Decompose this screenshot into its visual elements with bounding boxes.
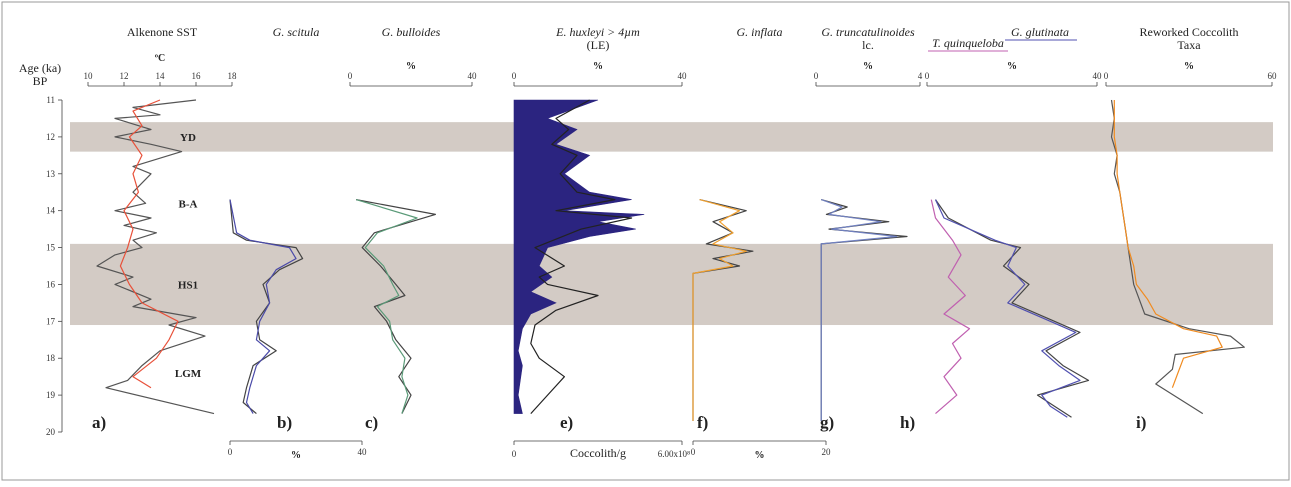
age-tick-label: 19 — [46, 390, 56, 400]
age-tick-label: 12 — [46, 132, 55, 142]
panel-g-tick-label: 4 — [918, 71, 923, 81]
age-tick-label: 11 — [46, 95, 55, 105]
panel-f-unit: % — [755, 450, 765, 461]
panel-c-tick-label: 0 — [348, 71, 353, 81]
panel-c-label: c) — [365, 413, 378, 432]
age-tick-label: 18 — [46, 353, 56, 363]
panel-i-title-line2: Taxa — [1177, 38, 1201, 52]
panel-f-series-1-line — [692, 199, 747, 421]
panel-b-title: G. scitula — [273, 25, 320, 39]
panel-e: E. huxleyi > 4µm(LE) 0 40% 0 6.00x10⁸ Coccoli… — [512, 25, 690, 460]
panel-f-label: f) — [697, 413, 708, 432]
panel-b: G. scitula 0 40% b) — [228, 25, 367, 461]
bands-layer: YD HS1 B-A LGM — [70, 122, 1273, 380]
age-axis-label-line2: BP — [33, 74, 48, 88]
panel-h-series-1-line — [930, 199, 971, 415]
panel-c-series-1-line — [355, 199, 418, 414]
panel-g-series-1-line — [820, 199, 898, 421]
panel-h-tick-label: 40 — [1093, 71, 1103, 81]
band-yd — [70, 122, 1273, 152]
panel-g-title-line2: lc. — [862, 38, 874, 52]
panel-h: G. glutinata T. quinqueloba 0 40% h) — [900, 25, 1102, 432]
panel-a-tick-label: 10 — [84, 71, 94, 81]
panel-h-label: h) — [900, 413, 915, 432]
band-label-yd: YD — [180, 132, 196, 144]
period-label-lgm: LGM — [175, 368, 202, 380]
panel-b-label: b) — [277, 413, 292, 432]
panel-e-bottom-tick-label: 0 — [512, 449, 517, 459]
panel-i-series-1-line — [1113, 100, 1223, 388]
panel-e-unit: % — [593, 61, 603, 72]
panel-e-tick-label: 40 — [678, 71, 688, 81]
panel-i-tick-label: 60 — [1268, 71, 1278, 81]
panel-e-series-1-line — [530, 99, 633, 415]
panel-a-unit: ºC — [155, 53, 166, 64]
panel-g-tick-label: 0 — [814, 71, 819, 81]
panel-a-series-0-line — [96, 99, 215, 415]
age-tick-label: 14 — [46, 206, 56, 216]
age-tick-label: 17 — [46, 316, 56, 326]
age-axis-label-line1: Age (ka) — [19, 61, 61, 75]
panel-g-unit: % — [863, 61, 873, 72]
panel-a: Alkenone SST 10 12 14 16 18 ºC a) — [84, 25, 238, 432]
panel-e-bottom-tick-label: 6.00x10⁸ — [658, 449, 690, 459]
panel-c-title: G. bulloides — [382, 25, 441, 39]
panel-h-title2: T. quinqueloba — [932, 36, 1004, 50]
panel-i-title: Reworked Coccolith — [1140, 25, 1239, 39]
panel-f: G. inflata 0 20% f) — [691, 25, 831, 461]
panel-i-unit: % — [1184, 61, 1194, 72]
panel-a-tick-label: 18 — [228, 71, 238, 81]
panel-b-tick-label: 0 — [228, 447, 233, 457]
panel-b-series-1-line — [229, 199, 297, 414]
panel-f-title: G. inflata — [736, 25, 782, 39]
panel-g-label: g) — [820, 413, 834, 432]
panel-b-unit: % — [291, 450, 301, 461]
age-tick-label: 15 — [46, 243, 56, 253]
panel-c-tick-label: 40 — [468, 71, 478, 81]
panel-h-series-2-line — [934, 199, 1081, 418]
panel-a-tick-label: 16 — [192, 71, 202, 81]
age-tick-label: 20 — [46, 427, 56, 437]
age-axis: Age (ka) BP 11 12 13 14 15 16 17 18 19 20 — [19, 61, 63, 437]
panel-i-label: i) — [1136, 413, 1146, 432]
age-tick-label: 16 — [46, 279, 56, 289]
panel-e-label: e) — [560, 413, 573, 432]
age-tick-label: 13 — [46, 169, 56, 179]
panel-f-tick-label: 0 — [691, 447, 696, 457]
panel-f-tick-label: 20 — [822, 447, 832, 457]
band-hs1 — [70, 243, 1273, 326]
panel-a-series-1-line — [119, 99, 179, 389]
panel-e-series-0-area — [513, 99, 645, 414]
panel-g-title: G. truncatulinoides — [821, 25, 915, 39]
panel-h-title: G. glutinata — [1011, 25, 1069, 39]
panel-h-tick-label: 0 — [925, 71, 930, 81]
panel-h-unit: % — [1007, 61, 1017, 72]
panel-b-tick-label: 40 — [358, 447, 368, 457]
panel-i-tick-label: 0 — [1104, 71, 1109, 81]
panel-a-label: a) — [92, 413, 106, 432]
panel-c-unit: % — [406, 61, 416, 72]
panel-a-tick-label: 12 — [120, 71, 129, 81]
panel-a-tick-label: 14 — [156, 71, 166, 81]
band-label-hs1: HS1 — [178, 279, 198, 291]
panel-c: G. bulloides 0 40% c) — [348, 25, 477, 432]
panel-e-tick-label: 0 — [512, 71, 517, 81]
period-label-b-a: B-A — [179, 198, 198, 210]
panel-e-title: E. huxleyi > 4µm — [555, 25, 640, 39]
panel-c-series-0-line — [355, 199, 436, 414]
panel-e-title-line2: (LE) — [587, 38, 610, 52]
panel-a-title: Alkenone SST — [127, 25, 198, 39]
panel-e-bottom-label: Coccolith/g — [570, 446, 626, 460]
